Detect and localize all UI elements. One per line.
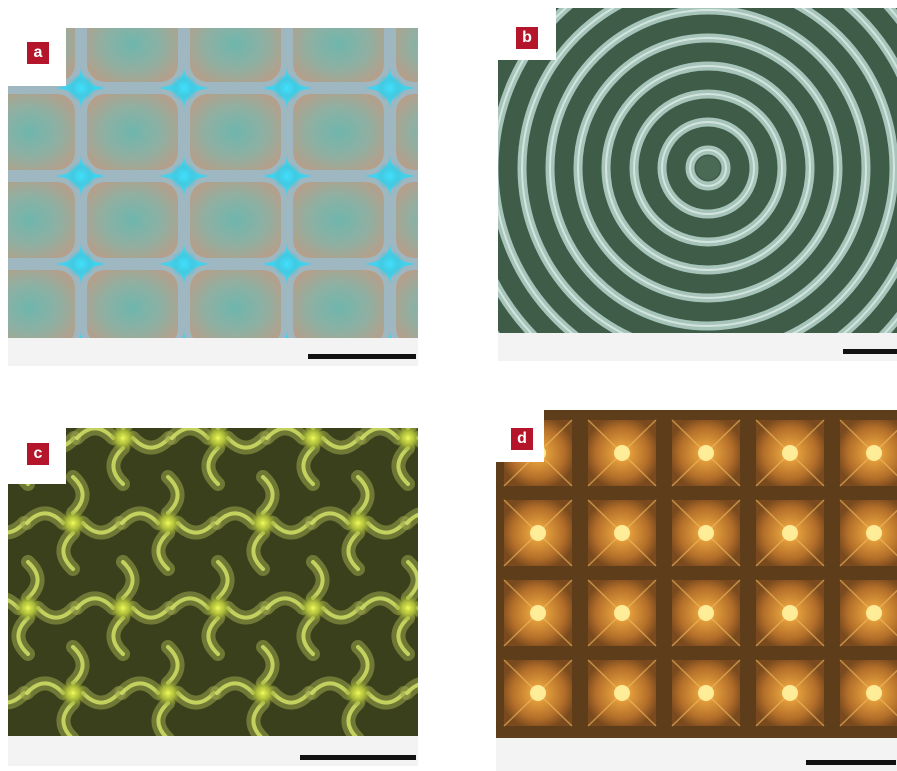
star-glow-a bbox=[170, 162, 198, 190]
star-a bbox=[182, 330, 186, 338]
star-glow-a bbox=[67, 250, 95, 278]
ring-b-highlight bbox=[633, 93, 783, 243]
pyramid-apex-d bbox=[866, 605, 882, 621]
pyramid-apex-d bbox=[698, 605, 714, 621]
star-c bbox=[299, 428, 327, 452]
panel-c-scale-bar bbox=[300, 755, 416, 760]
star-glow-a bbox=[376, 250, 404, 278]
star-glow-a bbox=[67, 74, 95, 102]
star-glow-a bbox=[273, 250, 301, 278]
panel-a-label: a bbox=[27, 42, 49, 64]
star-a bbox=[388, 330, 392, 338]
star-glow-a bbox=[170, 250, 198, 278]
panel-d-scale-bar bbox=[806, 760, 896, 765]
ring-b-highlight bbox=[549, 9, 867, 327]
panel-d-scale-strip bbox=[496, 738, 897, 771]
star-glow-a bbox=[67, 162, 95, 190]
cell-a bbox=[8, 270, 75, 338]
ring-b-highlight bbox=[689, 149, 727, 187]
cell-a bbox=[293, 94, 384, 170]
cell-a bbox=[293, 182, 384, 258]
panel-a-scale-strip bbox=[8, 338, 418, 366]
swirl-arm-c-highlight bbox=[405, 512, 418, 525]
star-glow-a bbox=[273, 74, 301, 102]
cell-a bbox=[190, 28, 281, 82]
panel-c-label: c bbox=[27, 443, 49, 465]
ring-b-highlight bbox=[521, 8, 895, 333]
panel-b-scale-strip bbox=[498, 333, 897, 361]
panel-d-label: d bbox=[511, 428, 533, 450]
star-c bbox=[59, 509, 87, 537]
star-c bbox=[154, 509, 182, 537]
pyramid-apex-d bbox=[698, 525, 714, 541]
cell-a bbox=[87, 182, 178, 258]
pyramid-apex-d bbox=[782, 605, 798, 621]
cell-a bbox=[190, 94, 281, 170]
star-glow-a bbox=[376, 162, 404, 190]
pyramid-apex-d bbox=[698, 445, 714, 461]
panel-c-micrograph bbox=[8, 428, 418, 736]
swirl-arm-c-highlight bbox=[405, 682, 418, 695]
pyramid-apex-d bbox=[866, 525, 882, 541]
pyramid-apex-d bbox=[614, 445, 630, 461]
star-c bbox=[394, 428, 418, 452]
pyramid-apex-d bbox=[530, 685, 546, 701]
cell-a bbox=[87, 94, 178, 170]
star-glow-a bbox=[376, 74, 404, 102]
star-c bbox=[299, 594, 327, 622]
star-c bbox=[344, 679, 372, 707]
cell-a bbox=[396, 28, 418, 82]
pyramid-apex-d bbox=[782, 525, 798, 541]
ring-b-center bbox=[696, 156, 720, 180]
cell-a bbox=[87, 270, 178, 338]
star-c bbox=[204, 428, 232, 452]
pyramid-apex-d bbox=[530, 525, 546, 541]
pyramid-apex-d bbox=[614, 605, 630, 621]
cell-a bbox=[396, 94, 418, 170]
pyramid-apex-d bbox=[614, 685, 630, 701]
star-c bbox=[154, 679, 182, 707]
panel-b-scale-bar bbox=[843, 349, 897, 354]
ring-b-highlight bbox=[605, 65, 811, 271]
cell-a bbox=[190, 270, 281, 338]
star-a bbox=[79, 330, 83, 338]
cell-a bbox=[8, 94, 75, 170]
cell-a bbox=[190, 182, 281, 258]
pyramid-apex-d bbox=[782, 445, 798, 461]
pyramid-apex-d bbox=[530, 605, 546, 621]
star-glow-a bbox=[273, 162, 301, 190]
panel-d-micrograph bbox=[496, 410, 897, 738]
pyramid-apex-d bbox=[866, 685, 882, 701]
cell-a bbox=[293, 28, 384, 82]
pyramid-apex-d bbox=[614, 525, 630, 541]
star-c bbox=[109, 428, 137, 452]
panel-a-scale-bar bbox=[308, 354, 416, 359]
star-c bbox=[109, 594, 137, 622]
star-c bbox=[204, 594, 232, 622]
pyramid-apex-d bbox=[698, 685, 714, 701]
star-c bbox=[59, 679, 87, 707]
panel-c-scale-strip bbox=[8, 736, 418, 766]
pyramid-apex-d bbox=[782, 685, 798, 701]
star-c bbox=[249, 509, 277, 537]
cell-a bbox=[293, 270, 384, 338]
star-c bbox=[344, 509, 372, 537]
star-c bbox=[394, 594, 418, 622]
panel-b-micrograph bbox=[498, 8, 897, 333]
cell-a bbox=[87, 28, 178, 82]
star-c bbox=[14, 594, 42, 622]
pyramid-apex-d bbox=[866, 445, 882, 461]
star-a bbox=[285, 330, 289, 338]
star-c bbox=[249, 679, 277, 707]
panel-b-label: b bbox=[516, 27, 538, 49]
cell-a bbox=[396, 182, 418, 258]
cell-a bbox=[8, 182, 75, 258]
panel-a-micrograph bbox=[8, 28, 418, 338]
cell-a bbox=[396, 270, 418, 338]
ring-b-highlight bbox=[577, 37, 839, 299]
star-glow-a bbox=[170, 74, 198, 102]
ring-b-highlight bbox=[661, 121, 755, 215]
